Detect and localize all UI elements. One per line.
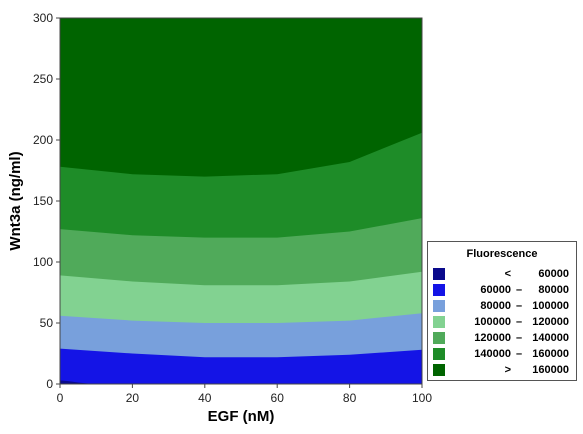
legend-dash: – xyxy=(515,316,523,328)
legend-item: >160000 xyxy=(433,363,573,377)
legend-lower-bound: 120000 xyxy=(474,332,511,344)
y-axis-title: Wnt3a (ng/ml) xyxy=(7,151,24,250)
legend-swatch xyxy=(433,348,445,360)
x-tick-label: 60 xyxy=(271,391,285,405)
y-tick-label: 50 xyxy=(40,316,54,330)
x-tick-label: 40 xyxy=(198,391,212,405)
y-tick-label: 100 xyxy=(33,255,53,269)
y-tick-label: 200 xyxy=(33,133,53,147)
legend-upper-bound: 160000 xyxy=(532,364,569,376)
y-tick-label: 300 xyxy=(33,11,53,25)
x-tick-label: 20 xyxy=(126,391,140,405)
legend-swatch xyxy=(433,316,445,328)
legend: Fluorescence <60000 60000–80000 80000–1000… xyxy=(427,241,577,381)
legend-lower-bound: 140000 xyxy=(474,348,511,360)
axes: 0 20 40 60 80 100 0 50 100 150 200 250 300 xyxy=(33,11,432,405)
x-tick-label: 0 xyxy=(57,391,64,405)
legend-upper-bound: 140000 xyxy=(532,332,569,344)
legend-upper-bound: 100000 xyxy=(532,300,569,312)
x-axis-title: EGF (nM) xyxy=(208,408,275,425)
legend-lower-bound: 100000 xyxy=(474,316,511,328)
legend-item: 140000–160000 xyxy=(433,347,573,361)
legend-item: 60000– 80000 xyxy=(433,283,573,297)
band-below-80000 xyxy=(60,348,422,384)
y-tick-label: 250 xyxy=(33,72,53,86)
band-below-60000 xyxy=(60,380,93,384)
legend-swatch xyxy=(433,284,445,296)
legend-upper-bound: 80000 xyxy=(538,284,569,296)
x-tick-label: 80 xyxy=(343,391,357,405)
legend-swatch xyxy=(433,300,445,312)
legend-item: 100000–120000 xyxy=(433,315,573,329)
legend-title: Fluorescence xyxy=(466,248,538,260)
legend-swatch xyxy=(433,268,445,280)
legend-dash: – xyxy=(515,332,523,344)
legend-upper-bound: 160000 xyxy=(532,348,569,360)
y-tick-label: 150 xyxy=(33,194,53,208)
legend-item: 80000–100000 xyxy=(433,299,573,313)
legend-lower-bound: < xyxy=(504,268,511,280)
legend-upper-bound: 120000 xyxy=(532,316,569,328)
legend-dash: – xyxy=(515,348,523,360)
legend-item: <60000 xyxy=(433,267,573,281)
legend-lower-bound: 80000 xyxy=(480,300,511,312)
contour-bands xyxy=(60,18,422,384)
legend-dash: – xyxy=(515,284,523,296)
y-tick-label: 0 xyxy=(46,377,53,391)
legend-swatch xyxy=(433,332,445,344)
legend-dash: – xyxy=(515,300,523,312)
legend-item: 120000–140000 xyxy=(433,331,573,345)
legend-lower-bound: > xyxy=(504,364,511,376)
legend-swatch xyxy=(433,364,445,376)
legend-lower-bound: 60000 xyxy=(480,284,511,296)
x-tick-label: 100 xyxy=(412,391,432,405)
legend-upper-bound: 60000 xyxy=(538,268,569,280)
